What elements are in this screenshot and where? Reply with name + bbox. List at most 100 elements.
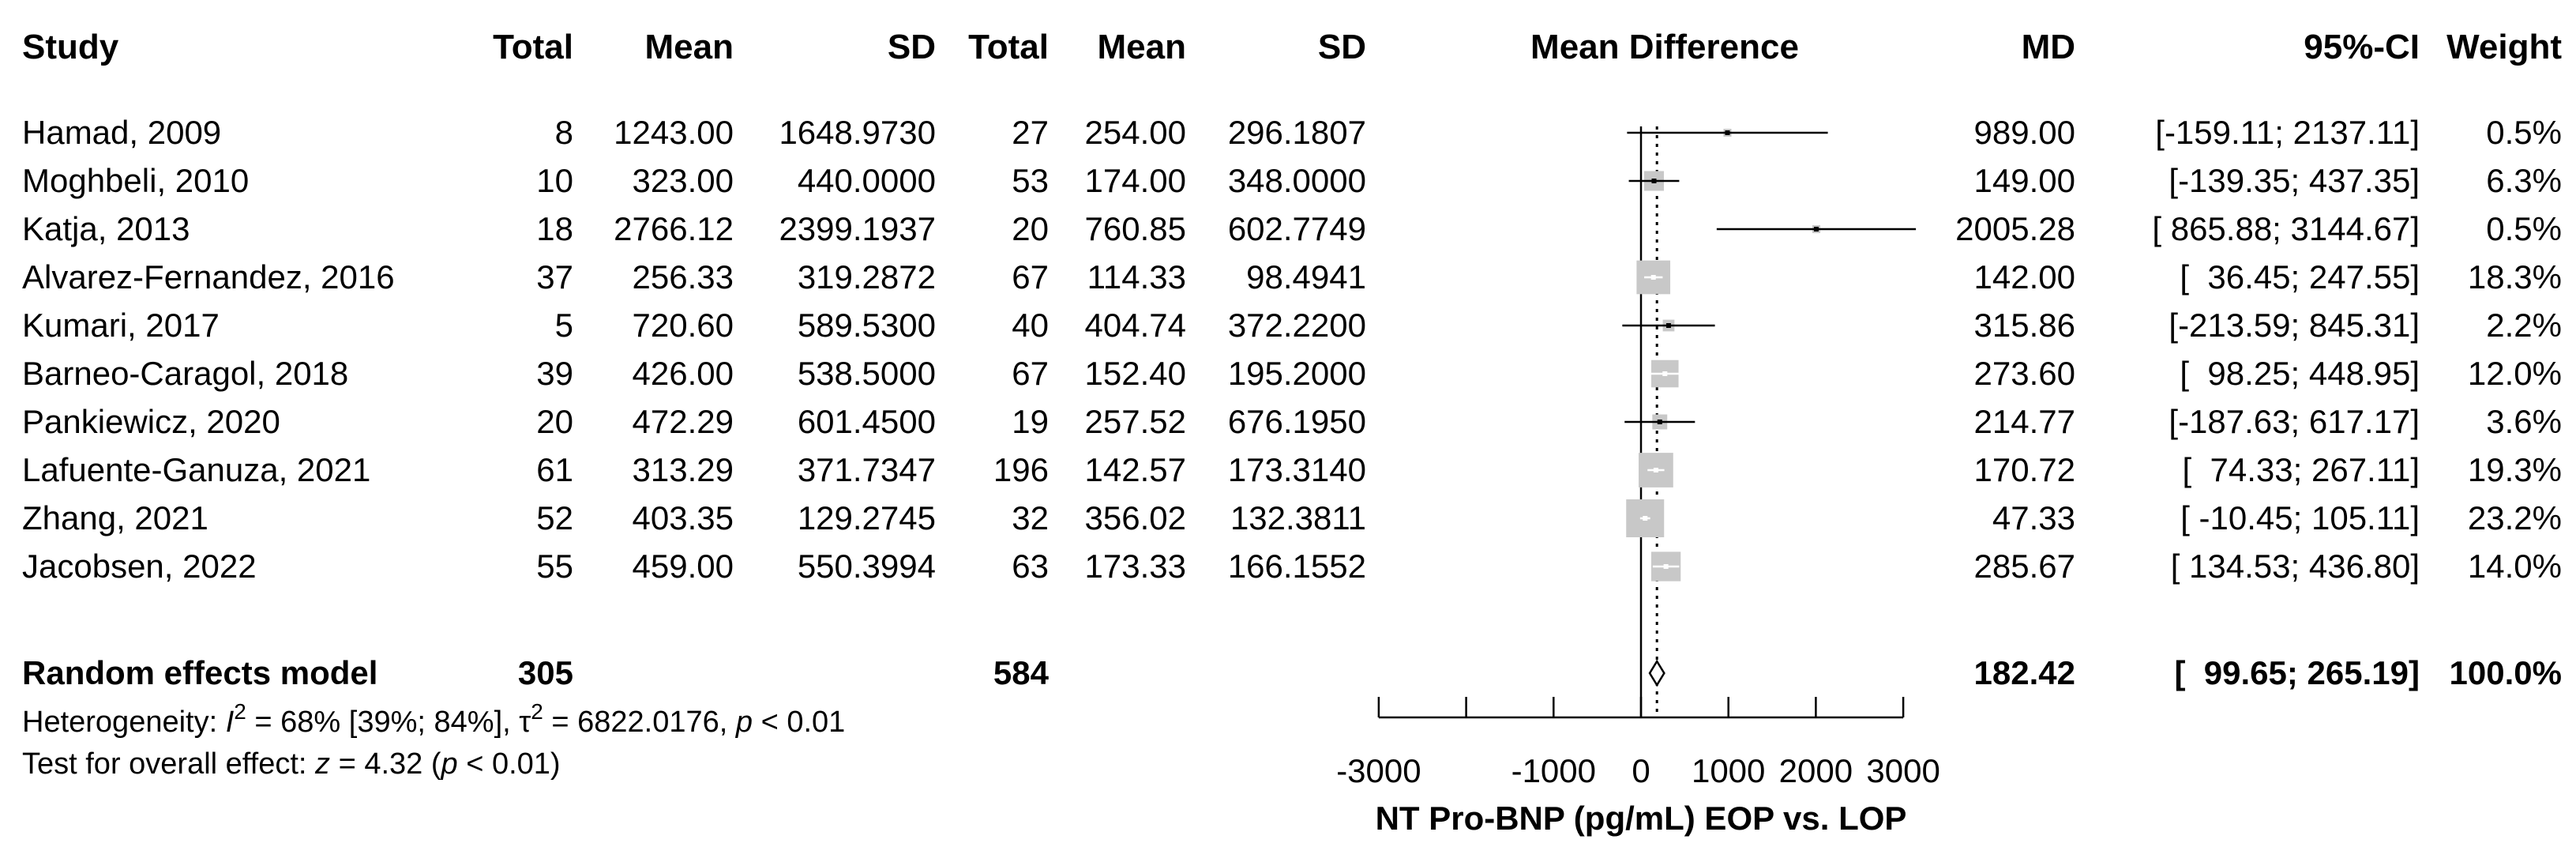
header-ctl-sd: SD [1318,28,1366,66]
x-axis-tick-label: 0 [1632,752,1650,789]
exp-mean: 472.29 [633,403,734,440]
study-point-estimate [1813,227,1819,231]
ctl-mean: 114.33 [1087,258,1186,295]
study-point-estimate [1665,323,1671,328]
header-md: MD [2022,28,2075,66]
ctl-sd: 166.1552 [1228,548,1366,585]
exp-sd: 601.4500 [798,403,936,440]
exp-total: 20 [536,403,573,440]
pooled-ci: [ 99.65; 265.19] [2174,654,2420,691]
study-row: Hamad, 2009 8 1243.00 1648.9730 27 254.00 296.… [22,114,2562,151]
ctl-total: 67 [1012,355,1049,392]
exp-sd: 319.2872 [798,258,936,295]
weight-value: 14.0% [2468,548,2562,585]
study-point-estimate [1653,468,1658,472]
ctl-total: 27 [1012,114,1049,151]
study-name: Pankiewicz, 2020 [22,403,280,440]
ctl-mean: 356.02 [1085,499,1186,536]
exp-mean: 256.33 [633,258,734,295]
md-value: 273.60 [1974,355,2075,392]
study-name: Katja, 2013 [22,210,190,247]
header-mean-difference: Mean Difference [1530,28,1799,66]
ci-value: [ 36.45; 247.55] [2180,258,2420,295]
study-row: Barneo-Caragol, 2018 39 426.00 538.5000 67 15… [22,355,2562,392]
study-point-estimate [1651,179,1657,183]
study-point-estimate [1662,371,1668,376]
ctl-total: 40 [1012,307,1049,344]
md-value: 989.00 [1974,114,2075,151]
ci-value: [ 865.88; 3144.67] [2152,210,2420,247]
ci-value: [-139.35; 437.35] [2169,162,2420,199]
study-name: Jacobsen, 2022 [22,548,257,585]
ctl-mean: 257.52 [1085,403,1186,440]
weight-value: 3.6% [2486,403,2562,440]
exp-mean: 459.00 [633,548,734,585]
pooled-ctl-total: 584 [993,654,1050,691]
x-axis: -3000 -1000 0 1000 2000 3000 [1336,697,1940,789]
study-row: Lafuente-Ganuza, 2021 61 313.29 371.7347 196… [22,451,2562,488]
exp-total: 5 [555,307,573,344]
header-ci: 95%-CI [2304,28,2420,66]
plot-area [1622,126,1917,717]
x-axis-tick-label: -1000 [1511,752,1596,789]
x-axis-tick-label: 1000 [1692,752,1765,789]
x-axis-label: NT Pro-BNP (pg/mL) EOP vs. LOP [1376,800,1907,837]
ci-value: [ -10.45; 105.11] [2180,499,2420,536]
exp-mean: 720.60 [633,307,734,344]
exp-sd: 2399.1937 [779,210,936,247]
pooled-row: Random effects model 305 584 182.42 [ 99… [22,654,2562,691]
weight-value: 12.0% [2468,355,2562,392]
pooled-label: Random effects model [22,654,377,691]
ctl-mean: 404.74 [1085,307,1186,344]
ci-value: [ 134.53; 436.80] [2171,548,2420,585]
weight-value: 6.3% [2486,162,2562,199]
md-value: 285.67 [1974,548,2075,585]
ctl-total: 20 [1012,210,1049,247]
md-value: 170.72 [1974,451,2075,488]
exp-total: 55 [536,548,573,585]
study-name: Lafuente-Ganuza, 2021 [22,451,370,488]
header-exp-sd: SD [888,28,936,66]
weight-value: 23.2% [2468,499,2562,536]
study-name: Barneo-Caragol, 2018 [22,355,348,392]
ci-value: [-213.59; 845.31] [2169,307,2420,344]
exp-sd: 129.2745 [798,499,936,536]
ctl-sd: 602.7749 [1228,210,1366,247]
exp-total: 52 [536,499,573,536]
header-ctl-total: Total [968,28,1049,66]
study-name: Hamad, 2009 [22,114,221,151]
study-point-estimate [1725,130,1730,135]
ci-value: [-187.63; 617.17] [2169,403,2420,440]
md-value: 214.77 [1974,403,2075,440]
study-row: Alvarez-Fernandez, 2016 37 256.33 319.2872 6… [22,258,2562,295]
heterogeneity-text: Heterogeneity: I2 = 68% [39%; 84%], τ2 =… [22,699,845,739]
exp-total: 10 [536,162,573,199]
study-row: Jacobsen, 2022 55 459.00 550.3994 63 173.33 16… [22,548,2562,585]
study-row: Pankiewicz, 2020 20 472.29 601.4500 19 257.52… [22,403,2562,440]
weight-value: 0.5% [2486,210,2562,247]
pooled-diamond [1648,659,1665,687]
study-row: Zhang, 2021 52 403.35 129.2745 32 356.02 132.3… [22,499,2562,536]
ctl-sd: 132.3811 [1230,499,1366,536]
study-row: Moghbeli, 2010 10 323.00 440.0000 53 174.00 34… [22,162,2562,199]
footnotes: Heterogeneity: I2 = 68% [39%; 84%], τ2 =… [22,699,845,781]
x-axis-tick-label: 3000 [1866,752,1940,789]
study-row: Kumari, 2017 5 720.60 589.5300 40 404.74 372.2… [22,307,2562,344]
md-value: 2005.28 [1955,210,2075,247]
ctl-sd: 98.4941 [1246,258,1366,295]
pooled-md: 182.42 [1974,654,2075,691]
exp-sd: 440.0000 [798,162,936,199]
header-study: Study [22,28,119,66]
md-value: 47.33 [1992,499,2075,536]
study-name: Kumari, 2017 [22,307,220,344]
study-point-estimate [1650,275,1656,280]
ctl-total: 196 [993,451,1049,488]
ctl-sd: 296.1807 [1228,114,1366,151]
x-axis-tick-label: -3000 [1336,752,1421,789]
ci-value: [ 98.25; 448.95] [2180,355,2420,392]
md-value: 142.00 [1974,258,2075,295]
ci-value: [ 74.33; 267.11] [2183,451,2420,488]
exp-mean: 323.00 [633,162,734,199]
header-exp-mean: Mean [645,28,734,66]
